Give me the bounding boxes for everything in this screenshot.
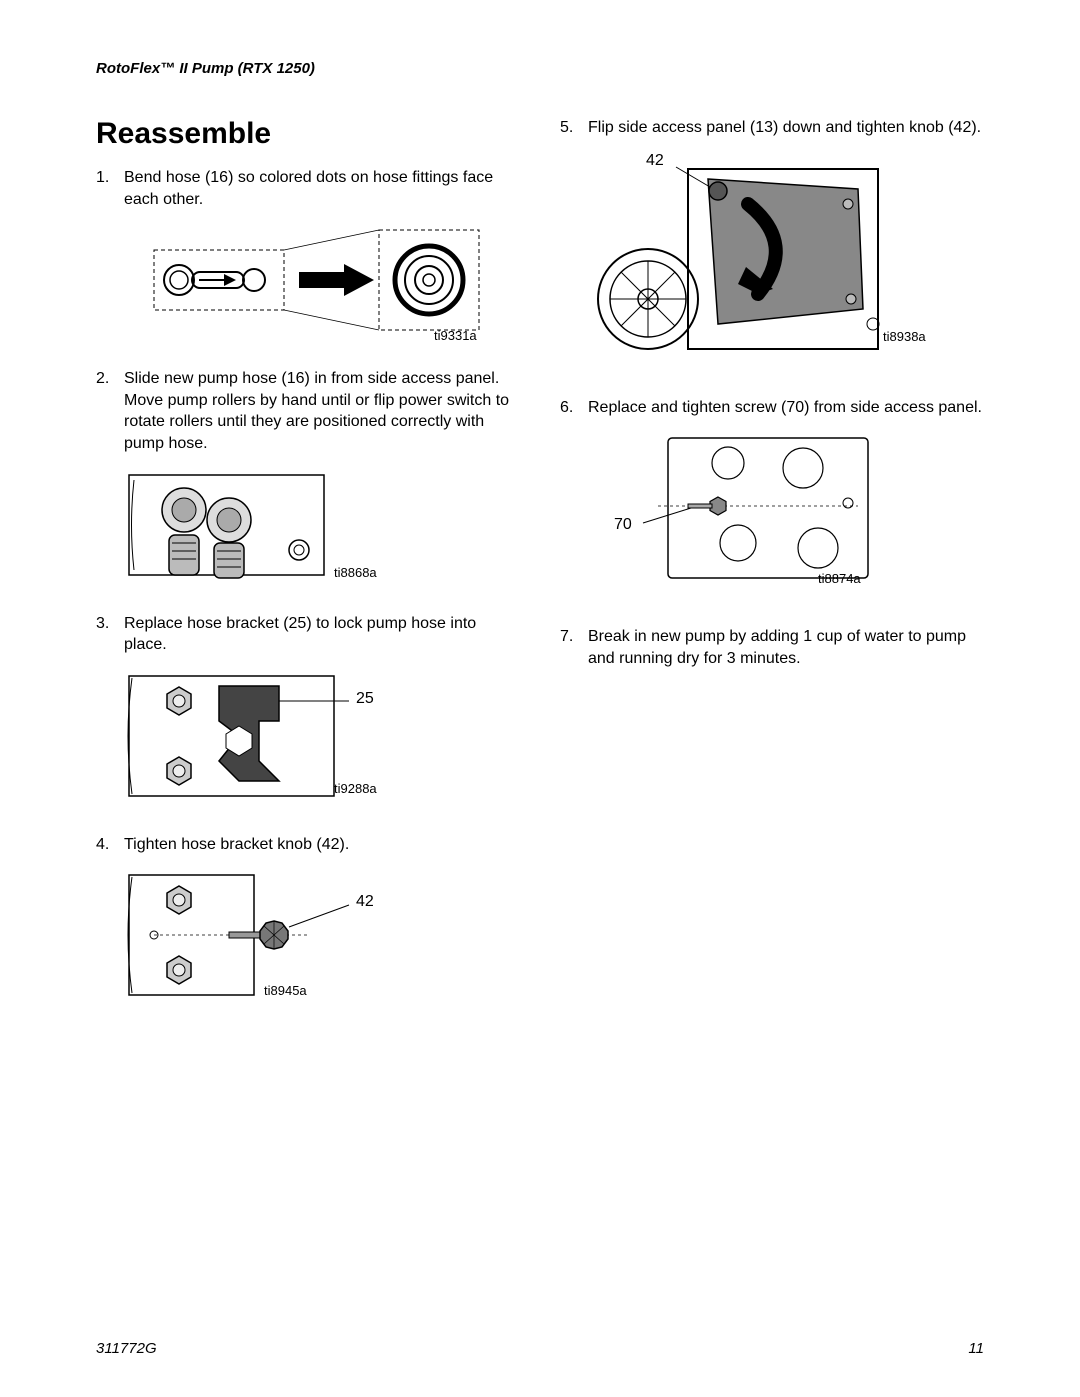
footer-pagenum: 11 xyxy=(968,1340,984,1357)
step-number: 3. xyxy=(96,613,124,656)
left-steps-4: 4. Tighten hose bracket knob (42). xyxy=(96,834,520,856)
figure-caption: ti8945a xyxy=(264,983,307,998)
right-steps-5: 5. Flip side access panel (13) down and … xyxy=(560,117,984,139)
figure-hose-bend: ti9331a xyxy=(124,220,520,350)
step-text: Replace hose bracket (25) to lock pump h… xyxy=(124,613,520,656)
content-columns: Reassemble 1. Bend hose (16) so colored … xyxy=(96,117,984,1033)
right-column: 5. Flip side access panel (13) down and … xyxy=(560,117,984,1033)
page-footer: 311772G 11 xyxy=(96,1340,984,1357)
figure-caption: ti8874a xyxy=(818,571,861,586)
step-text: Break in new pump by adding 1 cup of wat… xyxy=(588,626,984,669)
figure-caption: ti8868a xyxy=(334,565,377,580)
figure-knob: 42 ti8945a xyxy=(124,865,520,1015)
step-text: Slide new pump hose (16) in from side ac… xyxy=(124,368,520,454)
left-steps: 1. Bend hose (16) so colored dots on hos… xyxy=(96,167,520,210)
step-number: 6. xyxy=(560,397,588,419)
left-column: Reassemble 1. Bend hose (16) so colored … xyxy=(96,117,520,1033)
callout-label: 25 xyxy=(356,690,374,708)
left-steps-3: 3. Replace hose bracket (25) to lock pum… xyxy=(96,613,520,656)
figure-bracket: 25 ti9288a xyxy=(124,666,520,816)
step-item: 5. Flip side access panel (13) down and … xyxy=(560,117,984,139)
footer-docnum: 311772G xyxy=(96,1340,157,1357)
step-text: Flip side access panel (13) down and tig… xyxy=(588,117,984,139)
figure-pump-rollers: ti8868a xyxy=(124,465,520,595)
step-number: 4. xyxy=(96,834,124,856)
figure-caption: ti9331a xyxy=(434,328,477,343)
step-text: Replace and tighten screw (70) from side… xyxy=(588,397,984,419)
step-item: 3. Replace hose bracket (25) to lock pum… xyxy=(96,613,520,656)
step-item: 2. Slide new pump hose (16) in from side… xyxy=(96,368,520,454)
section-title: Reassemble xyxy=(96,117,520,151)
figure-caption: ti9288a xyxy=(334,781,377,796)
step-text: Bend hose (16) so colored dots on hose f… xyxy=(124,167,520,210)
step-text: Tighten hose bracket knob (42). xyxy=(124,834,520,856)
step-number: 1. xyxy=(96,167,124,210)
figure-caption: ti8938a xyxy=(883,329,926,344)
step-item: 6. Replace and tighten screw (70) from s… xyxy=(560,397,984,419)
step-item: 1. Bend hose (16) so colored dots on hos… xyxy=(96,167,520,210)
figure-screw: 70 ti8874a xyxy=(588,428,984,608)
step-number: 7. xyxy=(560,626,588,669)
step-item: 7. Break in new pump by adding 1 cup of … xyxy=(560,626,984,669)
right-steps-7: 7. Break in new pump by adding 1 cup of … xyxy=(560,626,984,669)
callout-label: 70 xyxy=(614,516,632,534)
callout-label: 42 xyxy=(356,893,374,911)
left-steps-2: 2. Slide new pump hose (16) in from side… xyxy=(96,368,520,454)
step-number: 2. xyxy=(96,368,124,454)
right-steps-6: 6. Replace and tighten screw (70) from s… xyxy=(560,397,984,419)
figure-side-panel: 42 ti8938a xyxy=(588,149,984,379)
step-item: 4. Tighten hose bracket knob (42). xyxy=(96,834,520,856)
page-header: RotoFlex™ II Pump (RTX 1250) xyxy=(96,60,984,77)
step-number: 5. xyxy=(560,117,588,139)
callout-label: 42 xyxy=(646,152,664,170)
